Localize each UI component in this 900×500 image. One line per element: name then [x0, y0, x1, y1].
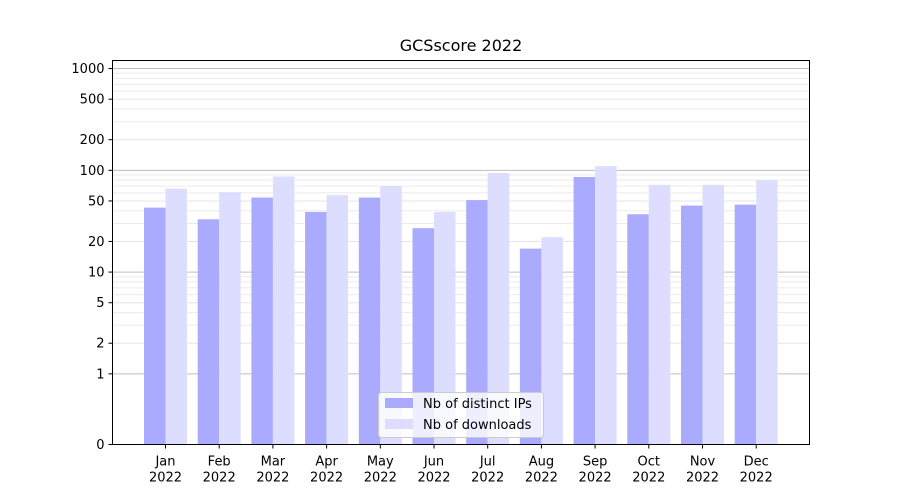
x-tick-label-month: May [367, 455, 394, 470]
y-tick-label: 10 [88, 266, 105, 281]
bar-downloads-feb [219, 192, 241, 445]
bar-distinct-ips-may [358, 197, 381, 445]
y-tick-label: 1000 [71, 62, 104, 77]
x-tick-label-month: Feb [208, 455, 231, 470]
bar-downloads-sep [595, 166, 617, 445]
y-tick-label: 20 [88, 235, 105, 250]
bar-downloads-oct [648, 184, 671, 445]
plot-frame [112, 60, 810, 445]
legend-label-distinct-ips: Nb of distinct IPs [423, 397, 532, 412]
x-tick-label-year: 2022 [417, 471, 450, 486]
x-tick-label-month: Jan [154, 455, 175, 470]
x-tick-label-month: Sep [583, 455, 608, 470]
x-axis: Jan2022Feb2022Mar2022Apr2022May2022Jun20… [149, 444, 773, 486]
x-tick-label-year: 2022 [310, 471, 343, 486]
bar-downloads-jan [165, 188, 187, 445]
bars [144, 166, 778, 445]
bar-downloads-may [380, 186, 402, 445]
bar-downloads-nov [702, 184, 724, 445]
bar-distinct-ips-oct [627, 214, 649, 445]
y-tick-label: 5 [96, 296, 104, 311]
x-tick-label-month: Nov [690, 455, 716, 470]
x-tick-label-year: 2022 [471, 471, 504, 486]
y-tick-label: 100 [80, 164, 105, 179]
x-tick-label-month: Oct [638, 455, 660, 470]
y-tick-label: 50 [88, 194, 105, 209]
bar-distinct-ips-feb [197, 219, 220, 445]
x-tick-label-year: 2022 [740, 471, 773, 486]
y-tick-label: 1 [96, 367, 104, 382]
legend: Nb of distinct IPs Nb of downloads [378, 392, 544, 438]
legend-box [378, 392, 544, 438]
legend-swatch-downloads [385, 419, 413, 429]
bar-downloads-jun [434, 211, 456, 445]
x-tick-label-month: Jul [479, 455, 496, 470]
x-tick-label-year: 2022 [525, 471, 558, 486]
bar-distinct-ips-jan [144, 207, 166, 445]
x-tick-label-year: 2022 [256, 471, 289, 486]
bar-distinct-ips-jun [412, 228, 434, 445]
legend-swatch-distinct-ips [385, 398, 413, 408]
bar-downloads-jul [487, 173, 510, 445]
bar-distinct-ips-nov [681, 205, 703, 445]
bar-downloads-apr [326, 195, 349, 445]
x-tick-label-year: 2022 [686, 471, 719, 486]
legend-label-downloads: Nb of downloads [423, 418, 532, 433]
x-tick-label-year: 2022 [203, 471, 236, 486]
y-tick-label: 0 [96, 438, 104, 453]
bar-distinct-ips-sep [573, 176, 596, 445]
bar-distinct-ips-apr [305, 211, 327, 445]
x-tick-label-month: Aug [529, 455, 554, 470]
bar-downloads-mar [272, 176, 295, 445]
x-tick-label-year: 2022 [632, 471, 665, 486]
y-tick-label: 2 [96, 337, 104, 352]
chart-title: GCSscore 2022 [400, 36, 523, 55]
bar-distinct-ips-mar [251, 197, 273, 445]
bar-distinct-ips-dec [734, 204, 757, 445]
bar-distinct-ips-jul [466, 200, 488, 445]
y-tick-label: 500 [80, 93, 105, 108]
y-tick-label: 200 [80, 133, 105, 148]
x-tick-label-month: Apr [315, 455, 338, 470]
x-tick-label-month: Mar [261, 455, 286, 470]
y-axis: 0 1 2 5 10 20 50 100 200 500 1000 [71, 62, 113, 453]
x-tick-label-month: Jun [423, 455, 444, 470]
x-tick-label-year: 2022 [579, 471, 612, 486]
bar-downloads-aug [541, 237, 563, 445]
x-tick-label-year: 2022 [364, 471, 397, 486]
bar-downloads-dec [756, 180, 778, 445]
x-tick-label-year: 2022 [149, 471, 182, 486]
x-tick-label-month: Dec [744, 455, 769, 470]
